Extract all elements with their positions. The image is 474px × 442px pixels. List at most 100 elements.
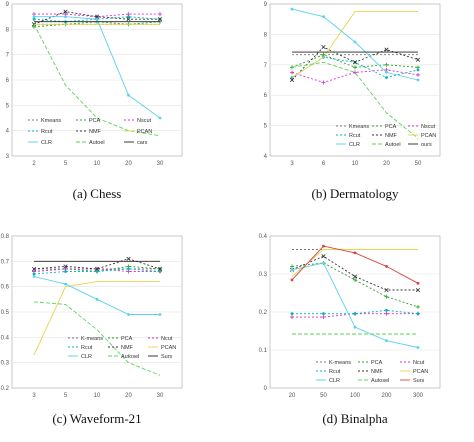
legend-label: cars (137, 140, 148, 146)
x-tick-label: 100 (350, 393, 361, 399)
x-tick-label: 50 (320, 393, 327, 399)
series-pca (290, 52, 420, 70)
y-tick-label: 4 (6, 129, 10, 135)
legend-label: Autosel (371, 378, 389, 384)
data-point (290, 278, 294, 282)
data-point (126, 256, 131, 261)
legend-label: PCA (385, 124, 397, 130)
y-tick-label: 0.8 (1, 234, 10, 240)
y-tick-label: 0.2 (1, 386, 10, 392)
y-tick-label: 5 (6, 103, 10, 109)
chart-panel-3: 0.20.30.40.50.60.70.83 5 10 20 30K-means PCA N… (1, 234, 183, 426)
series-line (291, 249, 418, 277)
legend-label: PCA (121, 336, 133, 342)
data-point (416, 68, 420, 72)
series-line (33, 24, 161, 137)
x-tick-label: 300 (413, 393, 424, 399)
legend-label: Autoel (385, 142, 401, 148)
data-point (352, 60, 358, 65)
data-point (416, 281, 420, 285)
series-line (292, 313, 418, 318)
data-point (290, 7, 294, 11)
series-line (33, 21, 161, 28)
data-point (32, 275, 36, 278)
legend-label: Rcut (349, 133, 361, 139)
data-point (95, 297, 99, 301)
data-point (321, 315, 326, 320)
series-autosel (33, 301, 161, 376)
data-point (31, 266, 37, 272)
legend-label: NMF (121, 345, 134, 351)
legend-label: PCA (371, 360, 383, 366)
data-point (353, 251, 357, 255)
y-tick-label: 7 (6, 53, 10, 59)
series-autoel (33, 24, 161, 137)
data-point (127, 313, 130, 316)
legend-label: Surs (413, 378, 425, 384)
data-point (127, 267, 130, 271)
legend-label: Autosel (121, 354, 139, 360)
y-tick-label: 0 (264, 386, 268, 392)
data-point (321, 254, 326, 259)
data-point (290, 268, 294, 272)
series-clr (32, 275, 162, 316)
legend-label: NMF (371, 369, 384, 375)
data-point (321, 44, 326, 50)
data-point (94, 14, 100, 19)
series-autoel (291, 61, 419, 139)
series-line (33, 268, 160, 272)
legend-label: NMF (89, 129, 102, 135)
data-point (353, 40, 357, 44)
y-tick-label: 0.4 (259, 234, 268, 240)
x-tick-label: 2 (32, 161, 36, 167)
data-point (416, 312, 420, 316)
y-tick-label: 7 (264, 63, 268, 69)
legend: Kmeans PCA Nscut Rcut NMF PCAN CLR Autoel cars (28, 118, 152, 146)
legend-label: Kmeans (349, 124, 369, 130)
series-line (292, 309, 419, 315)
chart-panel-2: 4 5 6 7 8 9 3 6 10 20 50 Kmeans PCA Nscut Rcut NMF PCAN C… (264, 2, 441, 201)
y-tick-label: 0.4 (1, 335, 10, 341)
legend-label: Ncut (161, 336, 173, 342)
chart-panel-1: 3 4 5 6 7 8 9 2 5 10 20 30 Kmeans PCA Nscut Rcut NMF PCAN… (6, 2, 183, 201)
x-tick-label: 30 (157, 393, 164, 399)
data-point (353, 312, 357, 316)
y-tick-label: 8 (264, 32, 268, 38)
data-point (384, 62, 389, 67)
data-point (385, 76, 388, 79)
legend-label: CLR (81, 354, 92, 360)
x-tick-label: 5 (64, 161, 68, 167)
series-line (33, 301, 161, 376)
data-point (290, 264, 294, 269)
data-point (63, 9, 68, 14)
x-tick-label: 6 (322, 161, 326, 167)
y-tick-label: 6 (264, 93, 268, 99)
legend-label: Nscut (421, 124, 436, 130)
data-point (385, 308, 388, 312)
series-clr (290, 7, 420, 82)
chart-caption: (a) Chess (73, 186, 122, 201)
data-point (353, 277, 357, 282)
data-point (384, 311, 389, 316)
series-line (291, 262, 419, 308)
legend-label: PCAN (421, 133, 436, 139)
data-point (353, 325, 357, 329)
x-tick-label: 20 (125, 161, 132, 167)
data-point (64, 15, 67, 19)
data-point (94, 266, 100, 272)
data-point (32, 272, 36, 276)
series-line (33, 258, 161, 270)
data-point (416, 78, 420, 82)
series-clr (32, 15, 162, 120)
data-point (353, 65, 357, 70)
y-tick-label: 4 (264, 154, 268, 160)
x-tick-label: 3 (290, 161, 294, 167)
data-point (290, 70, 294, 75)
y-tick-label: 9 (6, 2, 10, 8)
x-tick-label: 30 (157, 161, 164, 167)
data-point (157, 266, 163, 272)
x-tick-label: 5 (64, 393, 68, 399)
series-clr (290, 261, 420, 349)
x-tick-label: 20 (289, 393, 296, 399)
